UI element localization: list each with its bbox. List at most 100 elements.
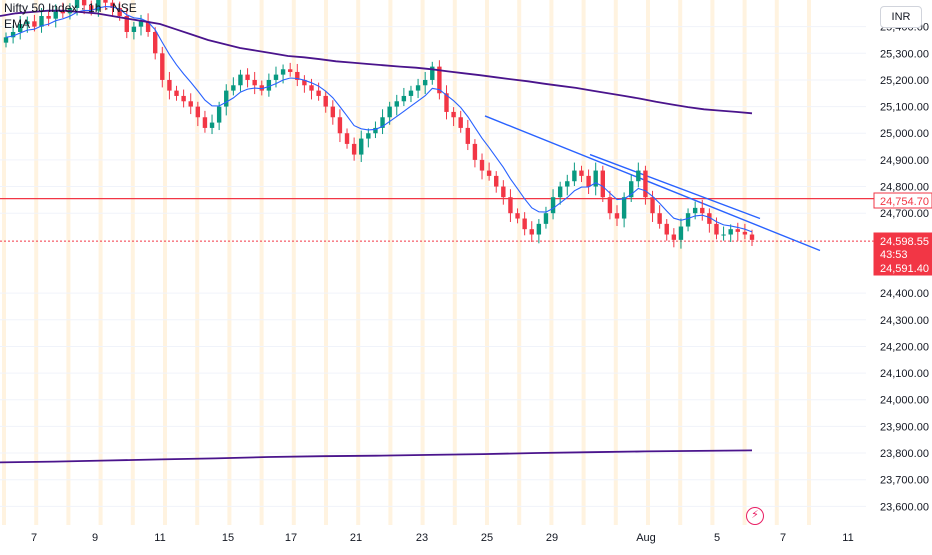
candle-body xyxy=(550,197,556,214)
x-tick-label: 5 xyxy=(714,532,720,544)
candle-body xyxy=(401,95,407,102)
session-bands xyxy=(2,0,811,525)
price-label-text: 43:53 xyxy=(880,249,908,261)
candle-body xyxy=(685,213,691,227)
candle-body xyxy=(216,106,222,123)
candle-body xyxy=(380,117,385,128)
candle-body xyxy=(53,10,58,19)
candle-body xyxy=(46,15,51,19)
candle-body xyxy=(287,69,293,72)
candle-body xyxy=(366,133,371,139)
candle-body xyxy=(238,74,243,86)
candle-body xyxy=(145,21,151,32)
session-band xyxy=(678,0,683,525)
session-band xyxy=(130,0,135,525)
ema-fast-line xyxy=(5,6,753,233)
candle-body xyxy=(643,170,648,198)
y-tick-label: 23,900.00 xyxy=(880,421,929,433)
currency-button[interactable]: INR xyxy=(880,6,922,28)
candle-body xyxy=(39,15,44,27)
candle-body xyxy=(74,0,80,8)
x-tick-label: 25 xyxy=(481,532,493,544)
candle-body xyxy=(138,21,144,27)
x-tick-label: 17 xyxy=(285,532,297,544)
trendlines xyxy=(484,115,821,252)
ema-long-line xyxy=(0,449,753,464)
candle-body xyxy=(359,138,364,155)
candle-body xyxy=(721,234,726,236)
candle-body xyxy=(494,175,499,187)
session-band xyxy=(227,0,232,525)
candle-body xyxy=(465,127,471,144)
y-tick-label: 23,800.00 xyxy=(880,448,929,460)
candle-body xyxy=(273,74,279,80)
x-tick-label: 21 xyxy=(350,532,362,544)
lightning-icon[interactable]: ⚡ xyxy=(746,507,764,525)
candle-body xyxy=(124,15,129,32)
candle-body xyxy=(742,231,748,235)
y-tick-label: 25,300.00 xyxy=(880,48,929,60)
candle-body xyxy=(330,106,336,118)
y-tick-label: 23,700.00 xyxy=(880,475,929,487)
session-band xyxy=(710,0,715,525)
candle-body xyxy=(302,79,307,86)
x-tick-label: Aug xyxy=(636,532,656,544)
y-tick-label: 25,200.00 xyxy=(880,75,929,87)
session-band xyxy=(613,0,618,525)
session-band xyxy=(581,0,586,525)
y-tick-label: 24,700.00 xyxy=(880,208,929,220)
y-tick-label: 24,400.00 xyxy=(880,288,929,300)
candle-body xyxy=(81,0,87,6)
session-band xyxy=(163,0,167,525)
candle-body xyxy=(671,234,677,240)
candle-body xyxy=(614,213,620,219)
candle-body xyxy=(259,85,264,91)
candle-body xyxy=(167,79,172,91)
candle-body xyxy=(351,143,357,155)
trendline xyxy=(589,153,761,220)
session-band xyxy=(259,0,264,525)
x-tick-label: 11 xyxy=(154,532,165,544)
candle-body xyxy=(10,31,16,38)
candles xyxy=(3,0,755,249)
candle-body xyxy=(700,207,705,214)
chart-legend: Nifty 50 Index · 1h · NSE EMA xyxy=(4,0,137,32)
candle-body xyxy=(600,170,605,198)
time-axis: 7 9 11 15 17 21 23 25 29 Aug 5 7 11 xyxy=(31,532,854,544)
candle-body xyxy=(664,223,669,235)
horizontal-lines xyxy=(0,198,876,242)
y-tick-label: 24,900.00 xyxy=(880,155,929,167)
trendline xyxy=(484,115,821,252)
candle-body xyxy=(181,95,186,102)
candle-body xyxy=(394,101,399,107)
x-tick-label: 9 xyxy=(92,532,98,544)
session-band xyxy=(195,0,200,525)
y-tick-label: 24,800.00 xyxy=(880,182,929,194)
session-band xyxy=(98,0,103,525)
candle-body xyxy=(572,170,577,182)
candle-body xyxy=(153,31,158,54)
candle-body xyxy=(714,223,719,235)
session-band xyxy=(742,0,747,525)
candle-body xyxy=(32,21,37,27)
candle-body xyxy=(188,101,193,107)
price-label-text: 24,754.70 xyxy=(880,196,929,208)
candle-body xyxy=(160,53,165,80)
x-tick-label: 15 xyxy=(222,532,234,544)
candle-body xyxy=(508,197,513,214)
candle-body xyxy=(593,170,598,187)
candle-body xyxy=(678,226,684,240)
candle-body xyxy=(479,159,485,171)
candle-body xyxy=(728,229,733,235)
indicator-label: EMA xyxy=(4,17,31,31)
candle-body xyxy=(415,85,421,91)
candle-body xyxy=(344,133,350,144)
candle-body xyxy=(60,10,66,14)
candle-body xyxy=(195,106,201,118)
session-band xyxy=(452,0,457,525)
candle-body xyxy=(266,79,272,91)
session-band xyxy=(485,0,489,525)
